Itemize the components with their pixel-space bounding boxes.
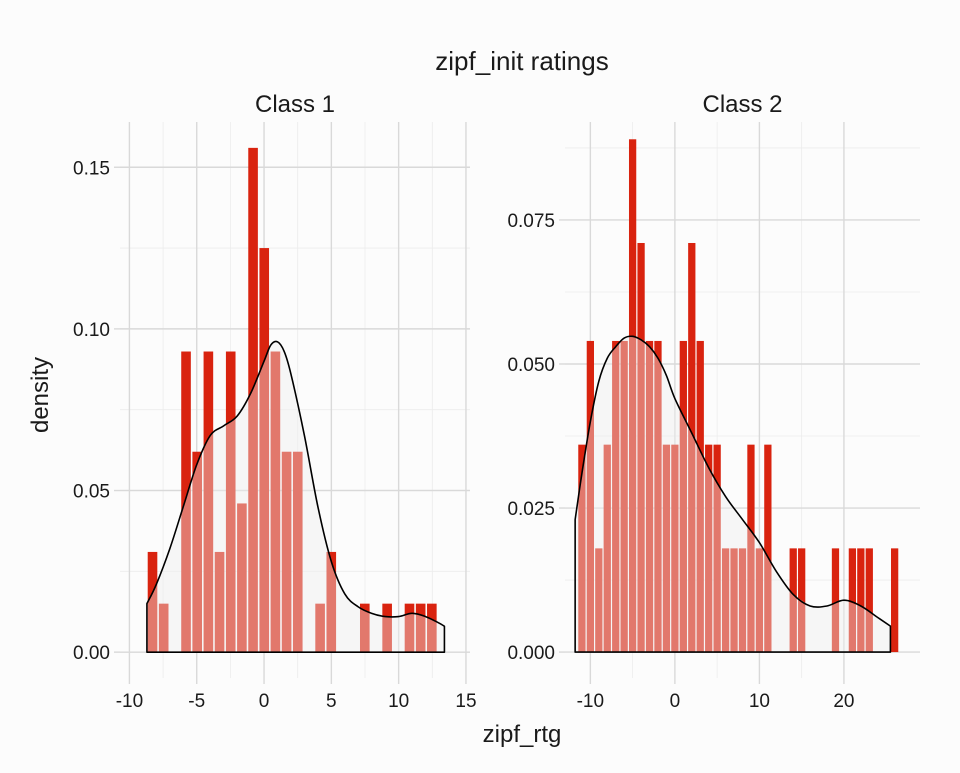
histogram-bar	[628, 139, 637, 653]
y-tick-label: 0.10	[73, 320, 110, 341]
histogram-bar	[578, 444, 586, 653]
histogram-bar	[857, 548, 865, 653]
x-tick-label: 15	[455, 691, 476, 712]
chart-panels: Class 1-10 -5 0 5 10 150.000.050.100.15Class …	[73, 91, 920, 712]
histogram-bar	[359, 603, 370, 653]
y-axis-label: density	[27, 357, 54, 433]
histogram-bar	[237, 503, 247, 653]
panel-1: Class 1 -10 -5 0 5 10 15 0.00 0.05 0.10 0.15	[73, 91, 477, 712]
histogram-bar	[637, 242, 645, 653]
histogram-bar	[603, 444, 611, 653]
panel-2: Class 2 -10 0 10 20 0.000 0.025 0.050 0.075	[507, 91, 920, 712]
histogram-bar	[225, 351, 236, 653]
histogram-bar	[654, 340, 662, 653]
histogram-bar	[595, 548, 603, 653]
x-axis-label: zipf_rtg	[483, 721, 562, 748]
histogram-bar	[203, 351, 214, 653]
histogram-bar	[662, 444, 671, 653]
x-tick-label: 20	[833, 691, 854, 712]
histogram-bar	[404, 603, 415, 653]
x-tick-label: 0	[259, 691, 270, 712]
x-tick-label: 10	[388, 691, 409, 712]
histogram-bar	[798, 548, 806, 653]
histogram-bar	[292, 451, 303, 653]
histogram-bar	[679, 340, 687, 653]
histogram-bar	[738, 548, 747, 653]
histogram-bar	[705, 444, 713, 653]
histogram-bar	[645, 340, 654, 653]
histogram-bar	[270, 351, 281, 653]
histogram-bar	[427, 603, 437, 653]
x-tick-label: 10	[749, 691, 770, 712]
panel-title: Class 2	[702, 91, 782, 118]
density-line	[146, 340, 446, 653]
density-line	[574, 335, 892, 653]
density-area	[146, 341, 445, 653]
histogram-bar	[865, 548, 873, 653]
histogram-bar	[181, 351, 191, 653]
chart-title: zipf_init ratings	[435, 46, 608, 76]
histogram-bar	[192, 451, 203, 653]
y-tick-label: 0.05	[73, 482, 110, 503]
histogram-bar	[747, 444, 755, 653]
histogram-bar	[764, 444, 772, 653]
density-area	[575, 336, 891, 653]
histogram-bar	[248, 147, 258, 653]
histogram-bar	[696, 340, 704, 653]
histogram-bar	[147, 551, 158, 653]
y-tick-label: 0.025	[507, 499, 555, 520]
histogram-bar	[755, 548, 764, 653]
histogram-bar	[158, 603, 169, 653]
histogram-bar	[713, 444, 721, 653]
histogram-bar	[688, 242, 696, 653]
histogram-bar	[586, 340, 594, 653]
histogram-bar	[259, 248, 270, 653]
histogram-bar	[831, 548, 840, 653]
y-tick-label: 0.050	[507, 355, 555, 376]
histogram-bar	[848, 548, 857, 653]
y-tick-label: 0.00	[73, 643, 110, 664]
panel-title: Class 1	[255, 91, 335, 118]
histogram-bar	[730, 548, 738, 653]
histogram-bar	[315, 603, 325, 653]
histogram-bar	[620, 340, 628, 653]
histogram-bar	[281, 451, 292, 653]
histogram-bar	[671, 444, 679, 653]
histogram-bar	[382, 603, 392, 653]
y-tick-label: 0.000	[507, 643, 555, 664]
histogram-bar	[721, 548, 730, 653]
histogram-bar	[612, 340, 620, 653]
histogram-bar	[415, 603, 426, 653]
x-tick-label: 0	[670, 691, 681, 712]
histogram-bar	[326, 551, 337, 653]
histogram-bar	[214, 551, 225, 653]
x-tick-label: -10	[577, 691, 604, 712]
x-tick-label: -10	[116, 691, 143, 712]
histogram-bar	[789, 548, 797, 653]
y-tick-label: 0.15	[73, 158, 110, 179]
y-tick-label: 0.075	[507, 211, 555, 232]
x-tick-label: 5	[326, 691, 337, 712]
histogram-bar	[891, 548, 899, 653]
x-tick-label: -5	[188, 691, 205, 712]
